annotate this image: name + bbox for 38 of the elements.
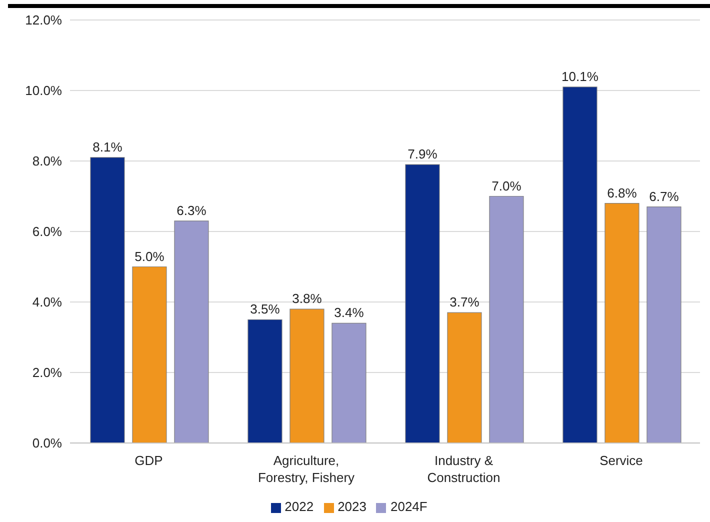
x-tick-label: Agriculture, Forestry, Fishery — [258, 453, 356, 485]
data-label: 8.1% — [92, 139, 123, 154]
data-label: 3.4% — [334, 305, 364, 320]
bar — [248, 319, 282, 443]
y-tick-label: 2.0% — [32, 365, 62, 380]
y-tick-label: 10.0% — [25, 83, 62, 98]
data-label: 6.7% — [649, 188, 680, 204]
y-tick-label: 12.0% — [25, 12, 62, 28]
x-tick-label: GDP — [134, 453, 163, 468]
bar — [405, 164, 440, 443]
bar — [174, 220, 209, 443]
legend-label: 2022 — [284, 499, 314, 514]
data-label: 6.8% — [607, 185, 638, 200]
data-label: 3.5% — [250, 302, 280, 317]
data-label: 6.3% — [176, 202, 207, 218]
bar — [646, 206, 682, 443]
bar — [90, 157, 125, 443]
legend-label: 2023 — [338, 499, 366, 514]
x-tick-label: Service — [600, 453, 643, 468]
bar — [489, 196, 524, 443]
legend-label: 2024F — [390, 499, 428, 514]
data-label: 5.0% — [134, 248, 165, 264]
bar — [447, 312, 482, 443]
data-label: 3.8% — [292, 291, 322, 306]
bar — [290, 308, 324, 443]
bar — [132, 266, 167, 443]
y-tick-label: 0.0% — [32, 436, 62, 451]
data-label: 3.7% — [450, 294, 480, 310]
y-tick-label: 4.0% — [32, 294, 62, 310]
data-label: 7.9% — [408, 146, 438, 162]
data-label: 10.1% — [562, 68, 599, 84]
bar — [604, 203, 640, 443]
y-tick-label: 8.0% — [32, 154, 62, 169]
y-tick-label: 6.0% — [32, 224, 62, 240]
bar — [562, 86, 598, 443]
x-tick-label: Industry & Construction — [427, 453, 500, 485]
bar — [332, 322, 366, 443]
data-label: 7.0% — [492, 178, 522, 194]
